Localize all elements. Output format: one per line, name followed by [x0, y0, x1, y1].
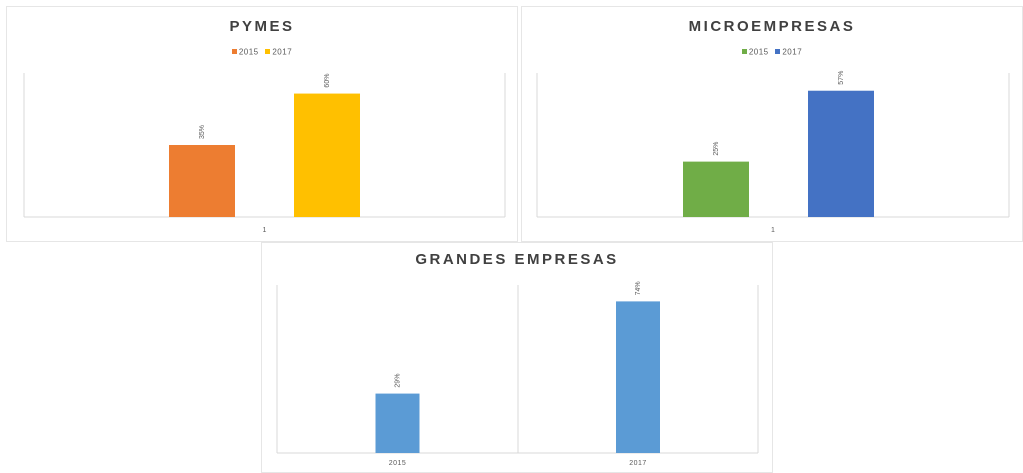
bar-2015: [683, 161, 749, 217]
chart-legend: 2015 2017: [522, 47, 1022, 56]
legend-swatch-2017: [265, 49, 271, 55]
legend-label-2015: 2015: [748, 47, 769, 57]
bar-2017: [294, 93, 360, 217]
chart-panel-pymes: PYMES 2015 2017 35% 60% 1: [6, 6, 518, 242]
legend-swatch-2017: [775, 49, 781, 55]
chart-title: PYMES: [229, 18, 295, 35]
x-tick-label: 1: [771, 227, 775, 234]
legend-item-2017: 2017: [265, 47, 292, 56]
chart-title: MICROEMPRESAS: [688, 18, 856, 35]
legend-label-2015: 2015: [238, 47, 259, 57]
legend-item-2015: 2015: [231, 47, 259, 57]
chart-panel-microempresas: MICROEMPRESAS 2015 2017 25% 57% 1: [521, 6, 1023, 242]
data-label-2015: 35%: [199, 125, 206, 139]
data-label-2017: 57%: [838, 71, 845, 85]
chart-title: GRANDES EMPRESAS: [415, 251, 619, 268]
data-label-2015: 29%: [394, 374, 401, 388]
plot-area-pymes: 35% 60% 1: [23, 73, 506, 234]
chart-panel-grandes-empresas: GRANDES EMPRESAS 29% 2015 74% 2017: [261, 242, 773, 473]
data-label-2017: 74%: [635, 281, 642, 295]
x-tick-label-2017: 2017: [629, 460, 647, 467]
x-tick-label-2015: 2015: [389, 460, 407, 467]
legend-item-2017: 2017: [775, 47, 802, 56]
bar-2015: [169, 145, 235, 217]
legend-label-2017: 2017: [782, 47, 803, 57]
data-label-2017: 60%: [324, 74, 331, 88]
plot-area-grandes-empresas: 29% 2015 74% 2017: [276, 281, 759, 467]
legend-swatch-2015: [231, 49, 237, 55]
legend-item-2015: 2015: [741, 47, 769, 57]
chart-legend: 2015 2017: [7, 47, 517, 56]
x-tick-label: 1: [263, 227, 267, 234]
bar-2015: [375, 393, 420, 453]
legend-label-2017: 2017: [272, 47, 293, 57]
plot-area-microempresas: 25% 57% 1: [536, 71, 1010, 234]
legend-swatch-2015: [741, 49, 747, 55]
bar-2017: [808, 90, 874, 217]
data-label-2015: 25%: [713, 142, 720, 156]
bar-2017: [616, 301, 660, 453]
